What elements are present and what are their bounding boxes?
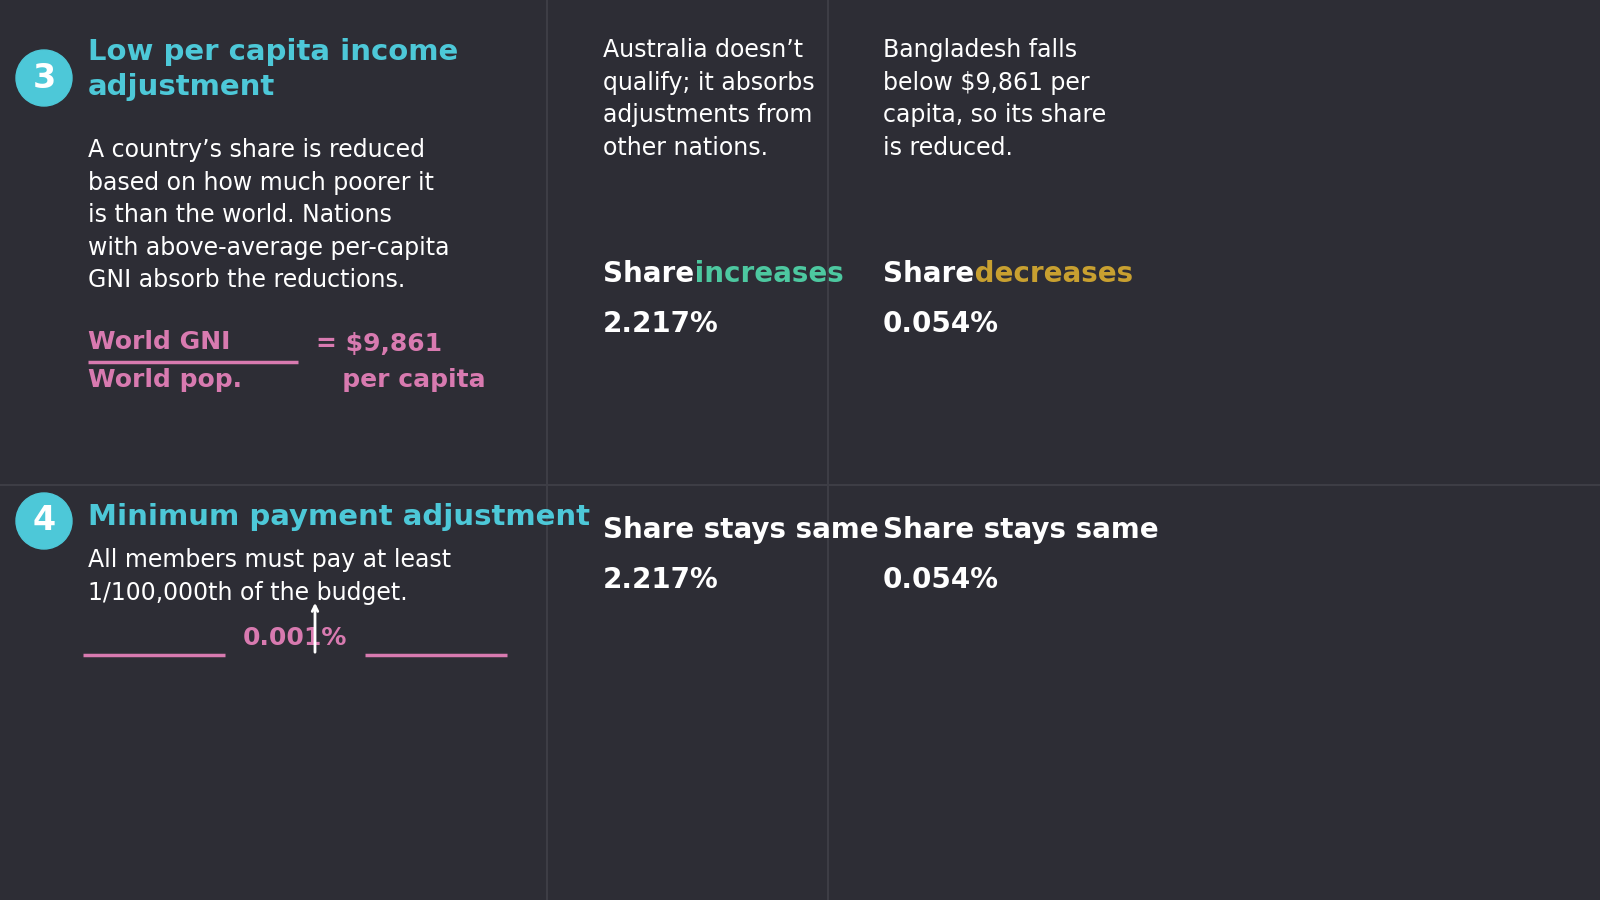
Text: per capita: per capita xyxy=(317,368,486,392)
Text: = $9,861: = $9,861 xyxy=(317,332,442,356)
Text: A country’s share is reduced
based on how much poorer it
is than the world. Nati: A country’s share is reduced based on ho… xyxy=(88,138,450,292)
Text: Share stays same: Share stays same xyxy=(883,516,1158,544)
Text: increases: increases xyxy=(685,260,843,288)
Text: All members must pay at least
1/100,000th of the budget.: All members must pay at least 1/100,000t… xyxy=(88,548,451,605)
Text: Share: Share xyxy=(603,260,694,288)
Text: Share: Share xyxy=(883,260,974,288)
Text: Bangladesh falls
below $9,861 per
capita, so its share
is reduced.: Bangladesh falls below $9,861 per capita… xyxy=(883,38,1106,159)
Text: World pop.: World pop. xyxy=(88,368,242,392)
Text: Share stays same: Share stays same xyxy=(603,516,878,544)
Text: Minimum payment adjustment: Minimum payment adjustment xyxy=(88,503,590,531)
Text: 0.001%: 0.001% xyxy=(243,626,347,650)
Circle shape xyxy=(16,493,72,549)
Text: 2.217%: 2.217% xyxy=(603,310,718,338)
Circle shape xyxy=(16,50,72,106)
Text: 3: 3 xyxy=(32,61,56,94)
Text: World GNI: World GNI xyxy=(88,330,230,354)
Text: Australia doesn’t
qualify; it absorbs
adjustments from
other nations.: Australia doesn’t qualify; it absorbs ad… xyxy=(603,38,814,159)
Text: 0.054%: 0.054% xyxy=(883,566,998,594)
Text: Low per capita income
adjustment: Low per capita income adjustment xyxy=(88,38,458,101)
Text: 0.054%: 0.054% xyxy=(883,310,998,338)
Text: 2.217%: 2.217% xyxy=(603,566,718,594)
Text: 4: 4 xyxy=(32,505,56,537)
Text: decreases: decreases xyxy=(965,260,1133,288)
